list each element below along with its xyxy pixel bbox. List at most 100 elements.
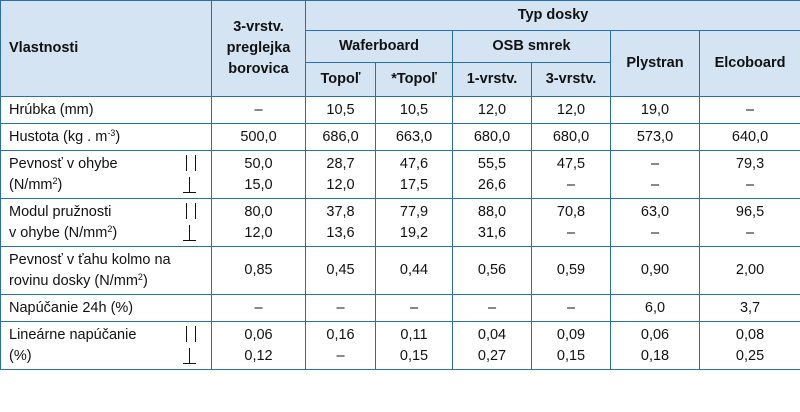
table-cell: 63,0 – xyxy=(610,198,700,247)
row-label: Lineárne napúčanie (%) xyxy=(0,321,212,370)
table-cell: 0,90 xyxy=(610,246,700,295)
header-osb-3: 3-vrstv. xyxy=(531,62,611,97)
row-label-end: ) xyxy=(115,128,121,145)
value-parallel: 55,5 xyxy=(477,155,507,172)
table-cell: 0,08 0,25 xyxy=(698,321,800,370)
header-plywood: 3-vrstv. preglejka borovica xyxy=(211,0,306,97)
table-cell: 0,04 0,27 xyxy=(452,321,532,370)
row-label-text: Hustota (kg . m xyxy=(9,128,108,145)
value-parallel: 80,0 xyxy=(244,203,273,220)
table-cell: 2,00 xyxy=(698,246,800,295)
table-cell: 0,44 xyxy=(375,246,453,295)
table-cell: 6,0 xyxy=(610,294,700,322)
table-cell: 500,0 xyxy=(211,123,306,151)
header-elcoboard: Elcoboard xyxy=(698,30,800,97)
table-row: Pevnosť v ohybe (N/mm2) 50,0 15,0 28,7 12,… xyxy=(0,150,800,199)
value-parallel: 0,06 xyxy=(640,326,670,343)
table-cell: – xyxy=(211,294,306,322)
table-cell: 50,0 15,0 xyxy=(211,150,306,199)
table-cell: – xyxy=(211,96,306,124)
table-row: Lineárne napúčanie (%) 0,06 0,12 0,16 – 0,… xyxy=(0,321,800,370)
value-perpendicular: – xyxy=(566,224,576,241)
row-label-line2: v ohybe (N/mm xyxy=(9,224,108,241)
table-cell: 0,45 xyxy=(305,246,376,295)
value-parallel: 50,0 xyxy=(244,155,273,172)
value-parallel: 47,6 xyxy=(399,155,429,172)
value-perpendicular: 12,0 xyxy=(244,224,273,241)
table-cell: 12,0 xyxy=(531,96,611,124)
value-parallel: 96,5 xyxy=(735,203,765,220)
table-cell: 0,59 xyxy=(531,246,611,295)
table-cell: 47,6 17,5 xyxy=(375,150,453,199)
table-cell: 3,7 xyxy=(698,294,800,322)
value-perpendicular: 0,15 xyxy=(399,347,429,364)
superscript: 2 xyxy=(52,175,58,186)
table-cell: 55,5 26,6 xyxy=(452,150,532,199)
table-cell: 28,7 12,0 xyxy=(305,150,376,199)
table-cell: – xyxy=(698,96,800,124)
header-plystran: Plystran xyxy=(610,30,700,97)
table-cell: 37,8 13,6 xyxy=(305,198,376,247)
value-parallel: 0,04 xyxy=(477,326,507,343)
value-perpendicular: 0,12 xyxy=(244,347,273,364)
table-cell: 12,0 xyxy=(452,96,532,124)
table-cell: 88,0 31,6 xyxy=(452,198,532,247)
value-perpendicular: 19,2 xyxy=(399,224,429,241)
table-cell: – xyxy=(305,294,376,322)
row-label: Modul pružnosti v ohybe (N/mm2) xyxy=(0,198,212,247)
value-perpendicular: 31,6 xyxy=(477,224,507,241)
row-label: Hustota (kg . m-3) xyxy=(0,123,212,151)
row-label-line2: rovinu dosky (N/mm xyxy=(9,272,138,289)
table-cell: 47,5 – xyxy=(531,150,611,199)
value-parallel: 77,9 xyxy=(399,203,429,220)
value-perpendicular: – xyxy=(566,176,576,193)
row-label-line1: Lineárne napúčanie xyxy=(9,326,137,343)
value-parallel: 0,06 xyxy=(244,326,273,343)
table-cell: – xyxy=(531,294,611,322)
value-perpendicular: – xyxy=(745,224,755,241)
value-perpendicular: 13,6 xyxy=(326,224,355,241)
header-topol-star: *Topoľ xyxy=(375,62,453,97)
row-label: Pevnosť v ťahu kolmo na rovinu dosky (N/… xyxy=(0,246,212,295)
header-board-type: Typ dosky xyxy=(304,0,800,31)
table-cell: 0,16 – xyxy=(305,321,376,370)
value-parallel: 0,09 xyxy=(556,326,586,343)
table-cell: 680,0 xyxy=(531,123,611,151)
table-cell: 0,09 0,15 xyxy=(531,321,611,370)
table-cell: 686,0 xyxy=(305,123,376,151)
table-cell: 0,06 0,18 xyxy=(610,321,700,370)
table-cell: – xyxy=(375,294,453,322)
properties-table: Vlastnosti 3-vrstv. preglejka borovica T… xyxy=(0,0,800,370)
table-cell: – – xyxy=(610,150,700,199)
header-osb-1: 1-vrstv. xyxy=(452,62,532,97)
table-cell: 19,0 xyxy=(610,96,700,124)
table-row: Pevnosť v ťahu kolmo na rovinu dosky (N/… xyxy=(0,246,800,295)
perpendicular-icon xyxy=(189,348,190,363)
value-parallel: 79,3 xyxy=(735,155,765,172)
row-label: Napúčanie 24h (%) xyxy=(0,294,212,322)
row-label-line1: Pevnosť v ťahu kolmo na xyxy=(9,251,171,268)
value-perpendicular: – xyxy=(650,176,660,193)
row-label-end: ) xyxy=(57,176,63,193)
superscript: -3 xyxy=(107,127,116,138)
header-topol: Topoľ xyxy=(305,62,376,97)
direction-symbols xyxy=(183,155,197,195)
table-cell: 640,0 xyxy=(698,123,800,151)
row-label: Pevnosť v ohybe (N/mm2) xyxy=(0,150,212,199)
table-row: Hustota (kg . m-3) 500,0 686,0 663,0 680… xyxy=(0,123,800,151)
value-parallel: 0,16 xyxy=(326,326,355,343)
table-row: Hrúbka (mm) – 10,5 10,5 12,0 12,0 19,0 – xyxy=(0,96,800,124)
value-perpendicular: – xyxy=(650,224,660,241)
table-cell: 96,5 – xyxy=(698,198,800,247)
table-cell: 0,56 xyxy=(452,246,532,295)
row-label-end: ) xyxy=(112,224,118,241)
value-perpendicular: – xyxy=(336,347,345,364)
value-perpendicular: 0,27 xyxy=(477,347,507,364)
header-osb: OSB smrek xyxy=(452,30,611,63)
parallel-icon xyxy=(186,326,196,342)
table-cell: 77,9 19,2 xyxy=(375,198,453,247)
table-row: Modul pružnosti v ohybe (N/mm2) 80,0 12,0… xyxy=(0,198,800,247)
value-perpendicular: 12,0 xyxy=(326,176,355,193)
direction-symbols xyxy=(183,203,197,243)
perpendicular-icon xyxy=(189,225,190,240)
